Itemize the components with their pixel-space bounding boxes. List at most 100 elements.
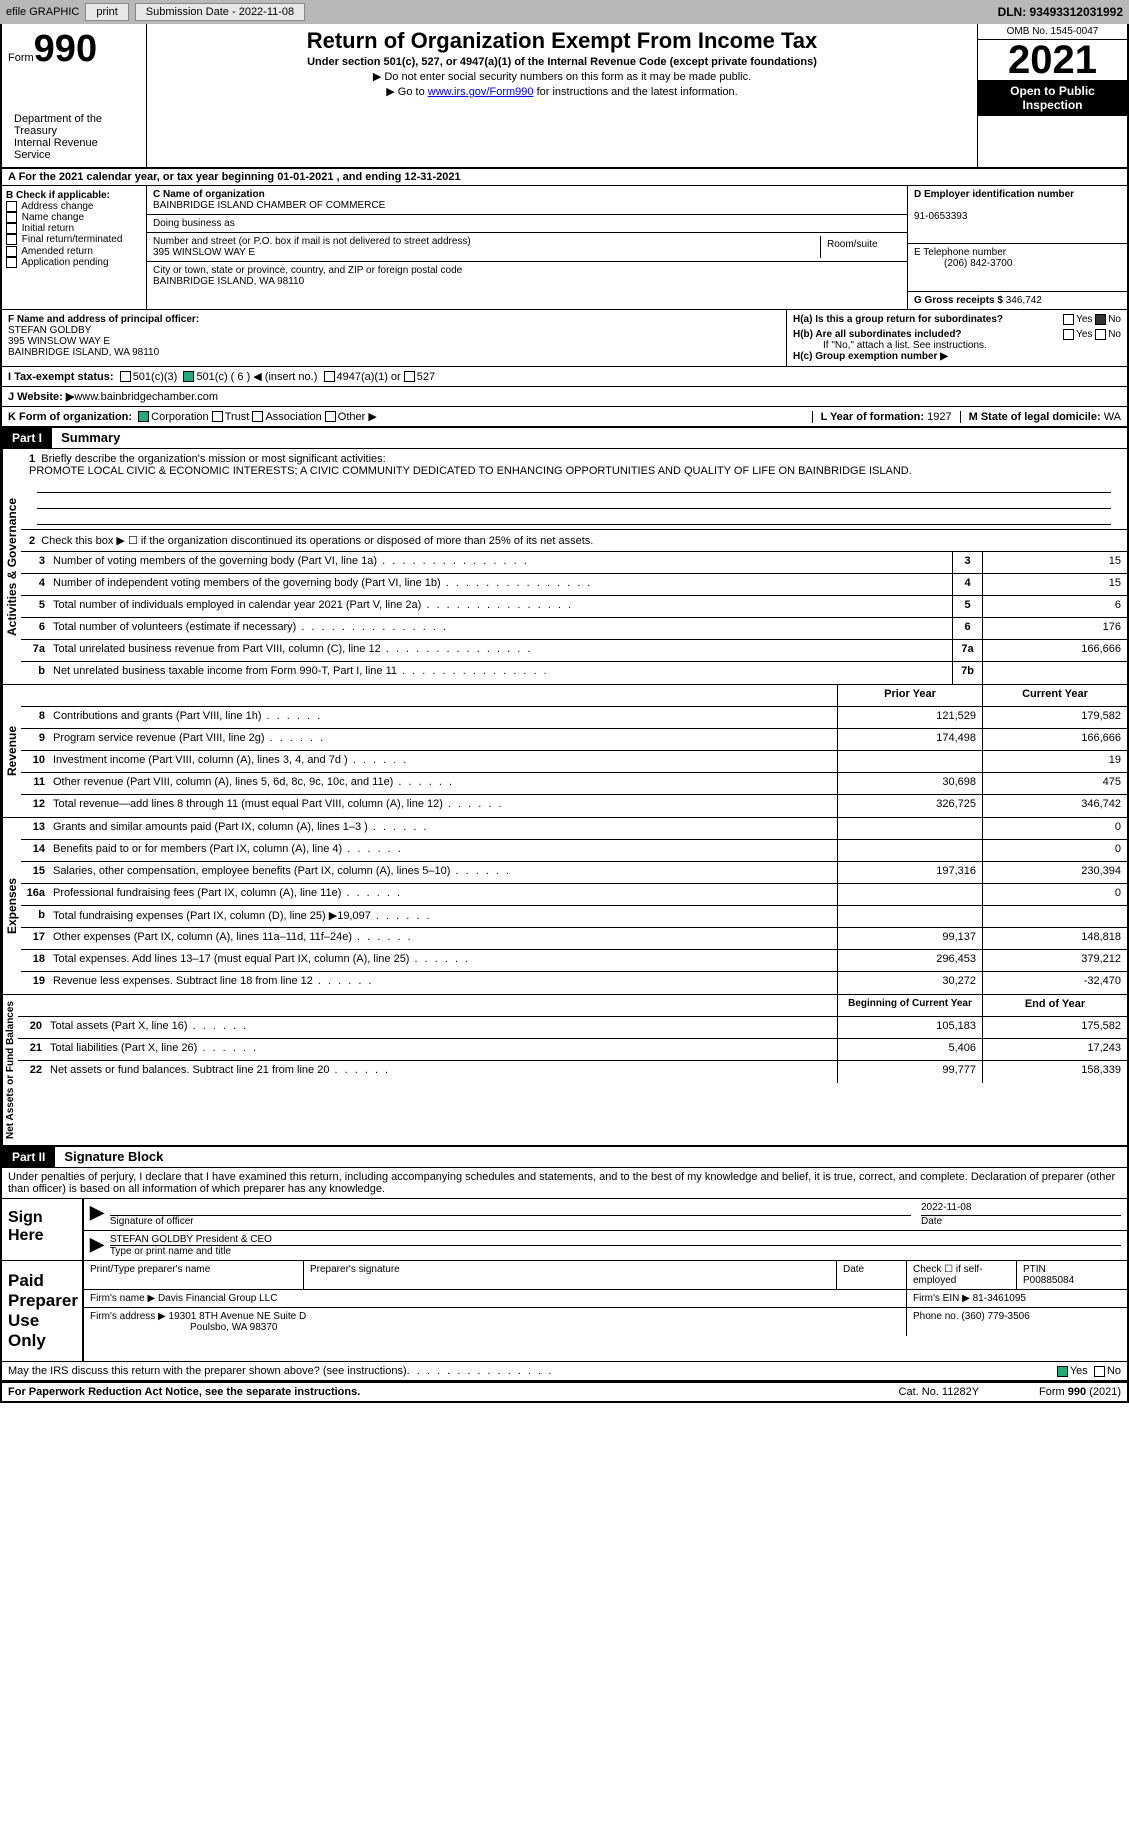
summary-row: 6Total number of volunteers (estimate if…: [21, 618, 1127, 640]
tel-value: (206) 842-3700: [914, 258, 1012, 269]
block-b-option: Initial return: [6, 223, 142, 234]
k-corp-checkbox[interactable]: [138, 411, 149, 422]
block-b-option: Amended return: [6, 246, 142, 257]
officer-addr2: BAINBRIDGE ISLAND, WA 98110: [8, 347, 159, 358]
hb-yes-checkbox[interactable]: [1063, 329, 1074, 340]
form-number: 990: [34, 28, 97, 70]
dln-label: DLN: 93493312031992: [998, 5, 1123, 19]
hb-label: H(b) Are all subordinates included?: [793, 329, 962, 340]
tax-year: 2021: [978, 40, 1127, 80]
i-501c3-checkbox[interactable]: [120, 371, 131, 382]
state-domicile: WA: [1104, 411, 1121, 423]
k-other-checkbox[interactable]: [325, 411, 336, 422]
line-j: J Website: ▶ www.bainbridgechamber.com: [0, 387, 1129, 407]
summary-row: 14Benefits paid to or for members (Part …: [21, 840, 1127, 862]
ha-no-checkbox[interactable]: [1095, 314, 1106, 325]
firm-phone: (360) 779-3506: [961, 1311, 1029, 1322]
type-name-label: Type or print name and title: [110, 1246, 231, 1257]
i-501c-checkbox[interactable]: [183, 371, 194, 382]
summary-row: 13Grants and similar amounts paid (Part …: [21, 818, 1127, 840]
org-address: 395 WINSLOW WAY E: [153, 247, 255, 258]
pra-notice: For Paperwork Reduction Act Notice, see …: [8, 1386, 360, 1398]
hdr-curr: Current Year: [982, 685, 1127, 706]
form-note-ssn: ▶ Do not enter social security numbers o…: [153, 70, 971, 83]
form-header: Form990 Department of the Treasury Inter…: [0, 24, 1129, 169]
print-button[interactable]: print: [85, 3, 128, 21]
discuss-no-checkbox[interactable]: [1094, 1366, 1105, 1377]
irs-link[interactable]: www.irs.gov/Form990: [428, 86, 534, 98]
pp-name-label: Print/Type preparer's name: [84, 1261, 304, 1289]
sig-officer-label: Signature of officer: [110, 1216, 194, 1227]
summary-row: 22Net assets or fund balances. Subtract …: [18, 1061, 1127, 1083]
efile-label: efile GRAPHIC: [6, 6, 79, 18]
summary-row: 9Program service revenue (Part VIII, lin…: [21, 729, 1127, 751]
hdr-end: End of Year: [982, 995, 1127, 1016]
line-klm: K Form of organization: Corporation Trus…: [0, 407, 1129, 428]
discuss-yes-checkbox[interactable]: [1057, 1366, 1068, 1377]
discuss-label: May the IRS discuss this return with the…: [8, 1365, 407, 1377]
hc-label: H(c) Group exemption number ▶: [793, 351, 948, 362]
firm-addr1: 19301 8TH Avenue NE Suite D: [169, 1311, 307, 1322]
perjury-declaration: Under penalties of perjury, I declare th…: [0, 1168, 1129, 1199]
block-b-option: Application pending: [6, 257, 142, 268]
sign-here-label: Sign Here: [2, 1199, 82, 1260]
block-b-option: Name change: [6, 212, 142, 223]
line-a: A For the 2021 calendar year, or tax yea…: [0, 169, 1129, 186]
officer-name: STEFAN GOLDBY: [8, 325, 91, 336]
hb-no-checkbox[interactable]: [1095, 329, 1106, 340]
gross-label: G Gross receipts $: [914, 295, 1006, 306]
officer-addr1: 395 WINSLOW WAY E: [8, 336, 110, 347]
year-formation: 1927: [927, 411, 951, 423]
block-b-option: Address change: [6, 201, 142, 212]
cat-no: Cat. No. 11282Y: [899, 1386, 980, 1398]
i-4947-checkbox[interactable]: [324, 371, 335, 382]
arrow-icon: ▶: [90, 1202, 104, 1227]
block-b-option: Final return/terminated: [6, 234, 142, 245]
form-note-link: ▶ Go to www.irs.gov/Form990 for instruct…: [153, 85, 971, 98]
city-label: City or town, state or province, country…: [153, 265, 462, 276]
arrow-icon: ▶: [90, 1234, 104, 1257]
summary-row: 11Other revenue (Part VIII, column (A), …: [21, 773, 1127, 795]
officer-name-title: STEFAN GOLDBY President & CEO: [110, 1234, 1121, 1246]
paid-preparer-label: Paid Preparer Use Only: [2, 1261, 82, 1361]
summary-row: 15Salaries, other compensation, employee…: [21, 862, 1127, 884]
q2-label: Check this box ▶ ☐ if the organization d…: [41, 535, 593, 547]
k-trust-checkbox[interactable]: [212, 411, 223, 422]
pp-date-label: Date: [837, 1261, 907, 1289]
part2-title: Signature Block: [58, 1149, 163, 1164]
open-public-badge: Open to Public Inspection: [978, 80, 1127, 116]
pp-check-label: Check ☐ if self-employed: [907, 1261, 1017, 1289]
summary-row: 18Total expenses. Add lines 13–17 (must …: [21, 950, 1127, 972]
form-ref: Form 990 (2021): [1039, 1386, 1121, 1398]
tab-expenses: Expenses: [2, 818, 21, 994]
summary-row: 3Number of voting members of the governi…: [21, 552, 1127, 574]
tab-governance: Activities & Governance: [2, 449, 21, 684]
gross-value: 346,742: [1006, 295, 1042, 306]
firm-addr2: Poulsbo, WA 98370: [90, 1322, 277, 1333]
tab-netassets: Net Assets or Fund Balances: [2, 995, 18, 1145]
summary-row: 5Total number of individuals employed in…: [21, 596, 1127, 618]
k-assoc-checkbox[interactable]: [252, 411, 263, 422]
summary-row: 7aTotal unrelated business revenue from …: [21, 640, 1127, 662]
i-527-checkbox[interactable]: [404, 371, 415, 382]
org-name: BAINBRIDGE ISLAND CHAMBER OF COMMERCE: [153, 200, 385, 211]
pp-sig-label: Preparer's signature: [304, 1261, 837, 1289]
ha-yes-checkbox[interactable]: [1063, 314, 1074, 325]
officer-label: F Name and address of principal officer:: [8, 314, 199, 325]
hdr-prior: Prior Year: [837, 685, 982, 706]
line-i: I Tax-exempt status: 501(c)(3) 501(c) ( …: [0, 367, 1129, 387]
ein-label: D Employer identification number: [914, 189, 1074, 200]
ha-label: H(a) Is this a group return for subordin…: [793, 314, 1003, 325]
summary-row: 8Contributions and grants (Part VIII, li…: [21, 707, 1127, 729]
summary-row: 16aProfessional fundraising fees (Part I…: [21, 884, 1127, 906]
submission-date-button[interactable]: Submission Date - 2022-11-08: [135, 3, 305, 21]
part2-header: Part II: [2, 1147, 55, 1167]
form-title: Return of Organization Exempt From Incom…: [153, 28, 971, 54]
q1-label: Briefly describe the organization's miss…: [41, 453, 385, 465]
hdr-beg: Beginning of Current Year: [837, 995, 982, 1016]
block-b-label: B Check if applicable:: [6, 190, 142, 201]
summary-row: 20Total assets (Part X, line 16)105,1831…: [18, 1017, 1127, 1039]
summary-row: 4Number of independent voting members of…: [21, 574, 1127, 596]
org-name-label: C Name of organization: [153, 189, 265, 200]
part1-header: Part I: [2, 428, 52, 448]
